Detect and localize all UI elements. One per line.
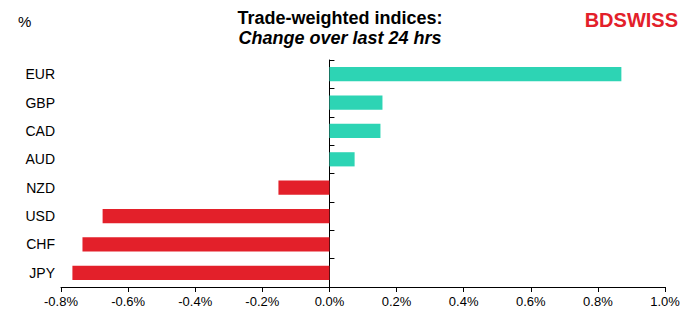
svg-text:CHF: CHF: [26, 236, 55, 252]
svg-text:EUR: EUR: [25, 66, 55, 82]
svg-text:GBP: GBP: [25, 95, 55, 111]
svg-text:BDSWISS: BDSWISS: [585, 9, 678, 31]
svg-text:CAD: CAD: [25, 123, 55, 139]
svg-text:0.4%: 0.4%: [449, 294, 479, 309]
svg-text:0.6%: 0.6%: [516, 294, 546, 309]
svg-text:-0.2%: -0.2%: [245, 294, 279, 309]
svg-text:1.0%: 1.0%: [650, 294, 680, 309]
svg-text:0.0%: 0.0%: [315, 294, 345, 309]
svg-text:-0.4%: -0.4%: [178, 294, 212, 309]
svg-text:Trade-weighted indices:: Trade-weighted indices:: [237, 8, 442, 28]
svg-text:0.8%: 0.8%: [583, 294, 613, 309]
svg-text:NZD: NZD: [26, 180, 55, 196]
svg-text:AUD: AUD: [25, 151, 55, 167]
svg-text:%: %: [18, 13, 31, 30]
svg-text:-0.8%: -0.8%: [44, 294, 78, 309]
svg-text:USD: USD: [25, 208, 55, 224]
svg-text:JPY: JPY: [29, 265, 55, 281]
svg-text:0.2%: 0.2%: [382, 294, 412, 309]
svg-text:-0.6%: -0.6%: [111, 294, 145, 309]
svg-text:Change over last 24 hrs: Change over last 24 hrs: [238, 28, 441, 48]
